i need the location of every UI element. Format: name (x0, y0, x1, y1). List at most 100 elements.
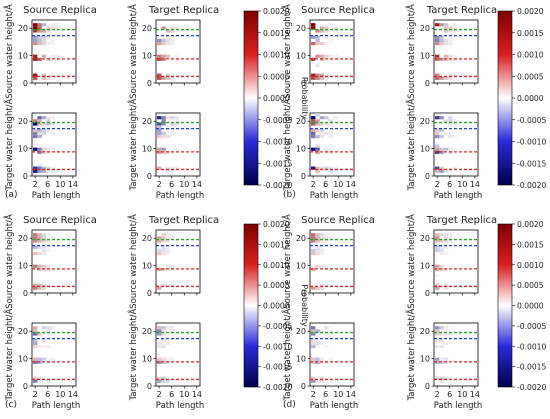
heatmap-cell (37, 345, 42, 349)
heatmap-cell (161, 42, 166, 46)
heatmap-cell (41, 286, 47, 290)
heatmap-cell (319, 376, 325, 380)
y-axis-label: Source water height/Å (405, 4, 417, 99)
colorbar: 0.0020 0.0015 0.0010 0.0005 0.0000 -0.0005 -0.… (243, 220, 309, 392)
heatmap-cell (448, 239, 453, 243)
heatmap-cell (46, 26, 51, 30)
y-tick-label: 10 (18, 145, 28, 154)
heatmap-cell (41, 122, 47, 126)
heatmap-panel: 0 10 20 (142, 112, 201, 181)
heatmap-cell (439, 116, 444, 120)
heatmap-cell (324, 283, 329, 287)
colorbar-tick-label: 0.0015 (517, 240, 544, 249)
heatmap-cell (443, 42, 449, 46)
heatmap-cell (165, 35, 171, 39)
heatmap-cell (157, 332, 162, 336)
heatmap-cell (435, 233, 440, 237)
column-title: Source Replica (23, 215, 97, 226)
x-tick-label: 6 (45, 390, 50, 399)
y-tick-label: 10 (142, 355, 152, 364)
heatmap-cell (50, 73, 55, 77)
heatmap-cell (315, 338, 320, 342)
heatmap-cell (170, 357, 175, 361)
heatmap-cell (448, 233, 453, 237)
heatmap-cell (435, 264, 440, 268)
heatmap-cell (33, 286, 38, 290)
heatmap-cell (448, 26, 453, 30)
heatmap-cell (319, 357, 325, 361)
panel-label: (d) (283, 400, 296, 410)
column-title: Target Replica (148, 5, 219, 16)
heatmap-cell (157, 376, 162, 380)
heatmap-cell (311, 379, 316, 383)
colorbar-tick-label: 0.0005 (517, 281, 544, 290)
heatmap-cell (311, 135, 316, 139)
heatmap-cell (165, 326, 171, 330)
heatmap-cell (319, 29, 325, 33)
heatmap-cell (452, 122, 457, 126)
heatmap-cell (37, 116, 42, 120)
y-tick-label: 0 (425, 79, 430, 88)
x-tick-label: 14 (346, 390, 356, 399)
y-tick-label: 10 (142, 145, 152, 154)
heatmap-panel: 0 10 20 (18, 322, 77, 391)
heatmap-cell (311, 338, 316, 342)
heatmap-cell (328, 131, 333, 136)
colorbar: 0.0020 0.0015 0.0010 0.0005 0.0000 -0.0005 -0.… (497, 7, 546, 190)
heatmap-cell (33, 35, 38, 39)
heatmap-cell (55, 26, 60, 30)
heatmap-cell (315, 54, 320, 58)
heatmap-cell (315, 264, 320, 268)
colorbar-tick-label: -0.0010 (517, 342, 546, 351)
x-tick-label: 6 (169, 180, 174, 189)
heatmap-cell (448, 376, 453, 380)
heatmap-cell (333, 26, 338, 30)
heatmap-cell (170, 122, 175, 126)
colorbar-tick-label: 0.0000 (517, 302, 544, 311)
heatmap-cell (161, 26, 166, 30)
heatmap-cell (435, 236, 440, 240)
heatmap-cell (165, 42, 171, 46)
heatmap-cell (161, 345, 166, 349)
column-title: Source Replica (301, 215, 375, 226)
heatmap-cell (452, 119, 457, 123)
y-tick-label: 0 (23, 79, 28, 88)
heatmap-cell (435, 131, 440, 136)
heatmap-cell (324, 345, 329, 349)
heatmap-cell (439, 38, 444, 43)
heatmap-cell (328, 169, 333, 173)
heatmap-cell (435, 135, 440, 139)
y-axis-label: Source water height/Å (281, 4, 293, 99)
heatmap-cell (315, 329, 320, 333)
heatmap-panel: 0 10 20 (142, 322, 201, 391)
heatmap-cell (443, 119, 449, 123)
heatmap-cell (315, 379, 320, 383)
heatmap-cell (324, 233, 329, 237)
heatmap-cell (37, 286, 42, 290)
heatmap-cell (37, 169, 42, 173)
x-tick-label: 2 (435, 180, 440, 189)
heatmap-cell (33, 345, 38, 349)
x-tick-label: 2 (157, 390, 162, 399)
heatmap-cell (443, 54, 449, 58)
heatmap-cell (33, 360, 38, 364)
heatmap-cell (37, 376, 42, 380)
heatmap-cell (452, 23, 457, 27)
heatmap-cell (33, 329, 38, 333)
heatmap-cell (333, 169, 338, 173)
heatmap-cell (165, 233, 171, 237)
heatmap-cell (333, 54, 338, 58)
heatmap-cell (165, 357, 171, 361)
heatmap-cell (161, 239, 166, 243)
heatmap-cell (46, 128, 51, 132)
colorbar-tick-label: -0.0015 (263, 159, 292, 168)
heatmap-cell (161, 341, 166, 346)
heatmap-cell (448, 169, 453, 173)
heatmap-cell (439, 76, 444, 80)
heatmap-cell (315, 236, 320, 240)
heatmap-cell (435, 239, 440, 243)
heatmap-cell (41, 116, 47, 120)
y-tick-label: 0 (23, 289, 28, 298)
heatmap-cell (319, 236, 325, 240)
heatmap-cell (439, 35, 444, 39)
